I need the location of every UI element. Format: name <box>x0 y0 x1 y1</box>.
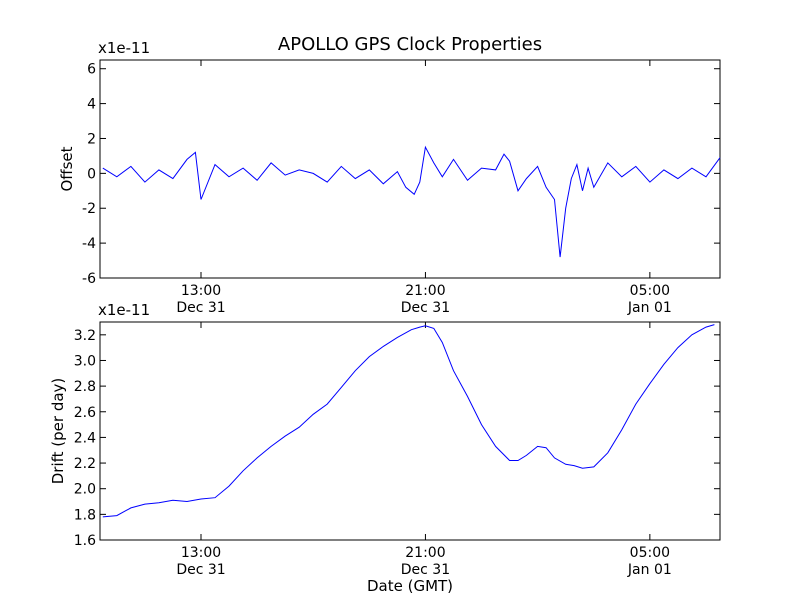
drift-y-tick-label: 3.2 <box>74 328 96 344</box>
drift-y-tick-label: 1.8 <box>74 507 96 523</box>
drift-axes-frame <box>99 321 721 541</box>
drift-y-tick-label: 1.6 <box>74 533 96 549</box>
offset-y-tick-label: 4 <box>87 97 96 113</box>
drift-y-tick-label: 2.0 <box>74 482 96 498</box>
offset-x-tick-time: 13:00 <box>181 283 221 299</box>
offset-y-ticks: -6 -4 -2 0 2 4 6 <box>82 62 720 287</box>
drift-y-tick-label: 3.0 <box>74 353 96 369</box>
drift-x-tick-date: Dec 31 <box>401 562 450 578</box>
offset-x-tick-time: 21:00 <box>405 283 445 299</box>
offset-y-tick-label: 6 <box>87 62 96 78</box>
offset-y-axis-label: Offset <box>58 146 76 191</box>
drift-series-line <box>102 324 715 518</box>
drift-y-ticks: 1.6 1.8 2.0 2.2 2.4 2.6 2.8 3.0 3.2 <box>74 328 720 549</box>
drift-panel: x1e-11 Drift (per day) 1.6 1.8 2.0 2.2 2.4 2.… <box>49 301 721 595</box>
drift-x-tick-date: Dec 31 <box>176 562 225 578</box>
drift-y-tick-label: 2.6 <box>74 405 96 421</box>
offset-y-tick-label: 2 <box>87 131 96 147</box>
drift-y-axis-label: Drift (per day) <box>49 378 67 485</box>
drift-x-tick-time: 13:00 <box>181 545 221 561</box>
offset-x-tick-time: 05:00 <box>630 283 670 299</box>
offset-y-tick-label: -2 <box>82 201 96 217</box>
offset-y-tick-label: -6 <box>82 271 96 287</box>
offset-y-tick-label: -4 <box>82 236 96 252</box>
drift-multiplier: x1e-11 <box>98 301 150 319</box>
drift-x-tick-time: 05:00 <box>630 545 670 561</box>
offset-x-tick-date: Dec 31 <box>176 300 225 316</box>
offset-multiplier: x1e-11 <box>98 39 150 57</box>
offset-series-line <box>102 145 721 258</box>
drift-y-tick-label: 2.8 <box>74 379 96 395</box>
x-axis-label: Date (GMT) <box>367 577 453 595</box>
offset-y-tick-label: 0 <box>87 166 96 182</box>
offset-x-tick-date: Dec 31 <box>401 300 450 316</box>
drift-x-tick-time: 21:00 <box>405 545 445 561</box>
drift-y-tick-label: 2.4 <box>74 430 96 446</box>
chart-title: APOLLO GPS Clock Properties <box>278 34 542 55</box>
offset-x-tick-date: Jan 01 <box>627 300 672 316</box>
drift-y-tick-label: 2.2 <box>74 456 96 472</box>
offset-axes-frame <box>99 59 721 279</box>
drift-x-tick-date: Jan 01 <box>627 562 672 578</box>
